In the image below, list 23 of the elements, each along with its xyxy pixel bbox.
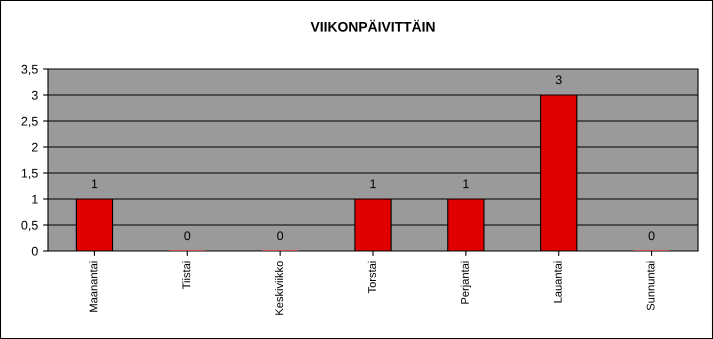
data-label: 0 (184, 231, 190, 240)
x-tick-label: Perjantai (460, 261, 472, 304)
y-tick-label: 1,5 (22, 168, 38, 180)
y-tick-label: 1 (32, 194, 38, 204)
y-tick-label: 3 (32, 90, 38, 100)
y-tick-label: 0 (32, 246, 38, 256)
data-label: 0 (277, 231, 284, 240)
x-tick-label: Keskiviikko (274, 261, 284, 315)
data-label: 0 (648, 231, 655, 240)
y-tick-label: 0,5 (21, 220, 38, 232)
data-label: 1 (92, 179, 98, 188)
chart-title: VIIKONPÄIVITTÄIN (310, 20, 435, 32)
x-tick-label: Tiistai (182, 261, 190, 290)
x-tick-label: Maanantai (89, 261, 98, 312)
data-label: 3 (556, 75, 562, 84)
data-label: 1 (463, 179, 469, 188)
y-tick-label: 2,5 (22, 116, 38, 128)
y-tick-label: 2 (32, 142, 38, 152)
x-tick-label: Torstai (368, 261, 376, 294)
data-label: 1 (370, 179, 376, 188)
x-tick-label: Sunnuntai (646, 261, 655, 310)
x-tick-label: Lauantai (554, 261, 562, 302)
y-tick-label: 3,5 (21, 64, 38, 76)
